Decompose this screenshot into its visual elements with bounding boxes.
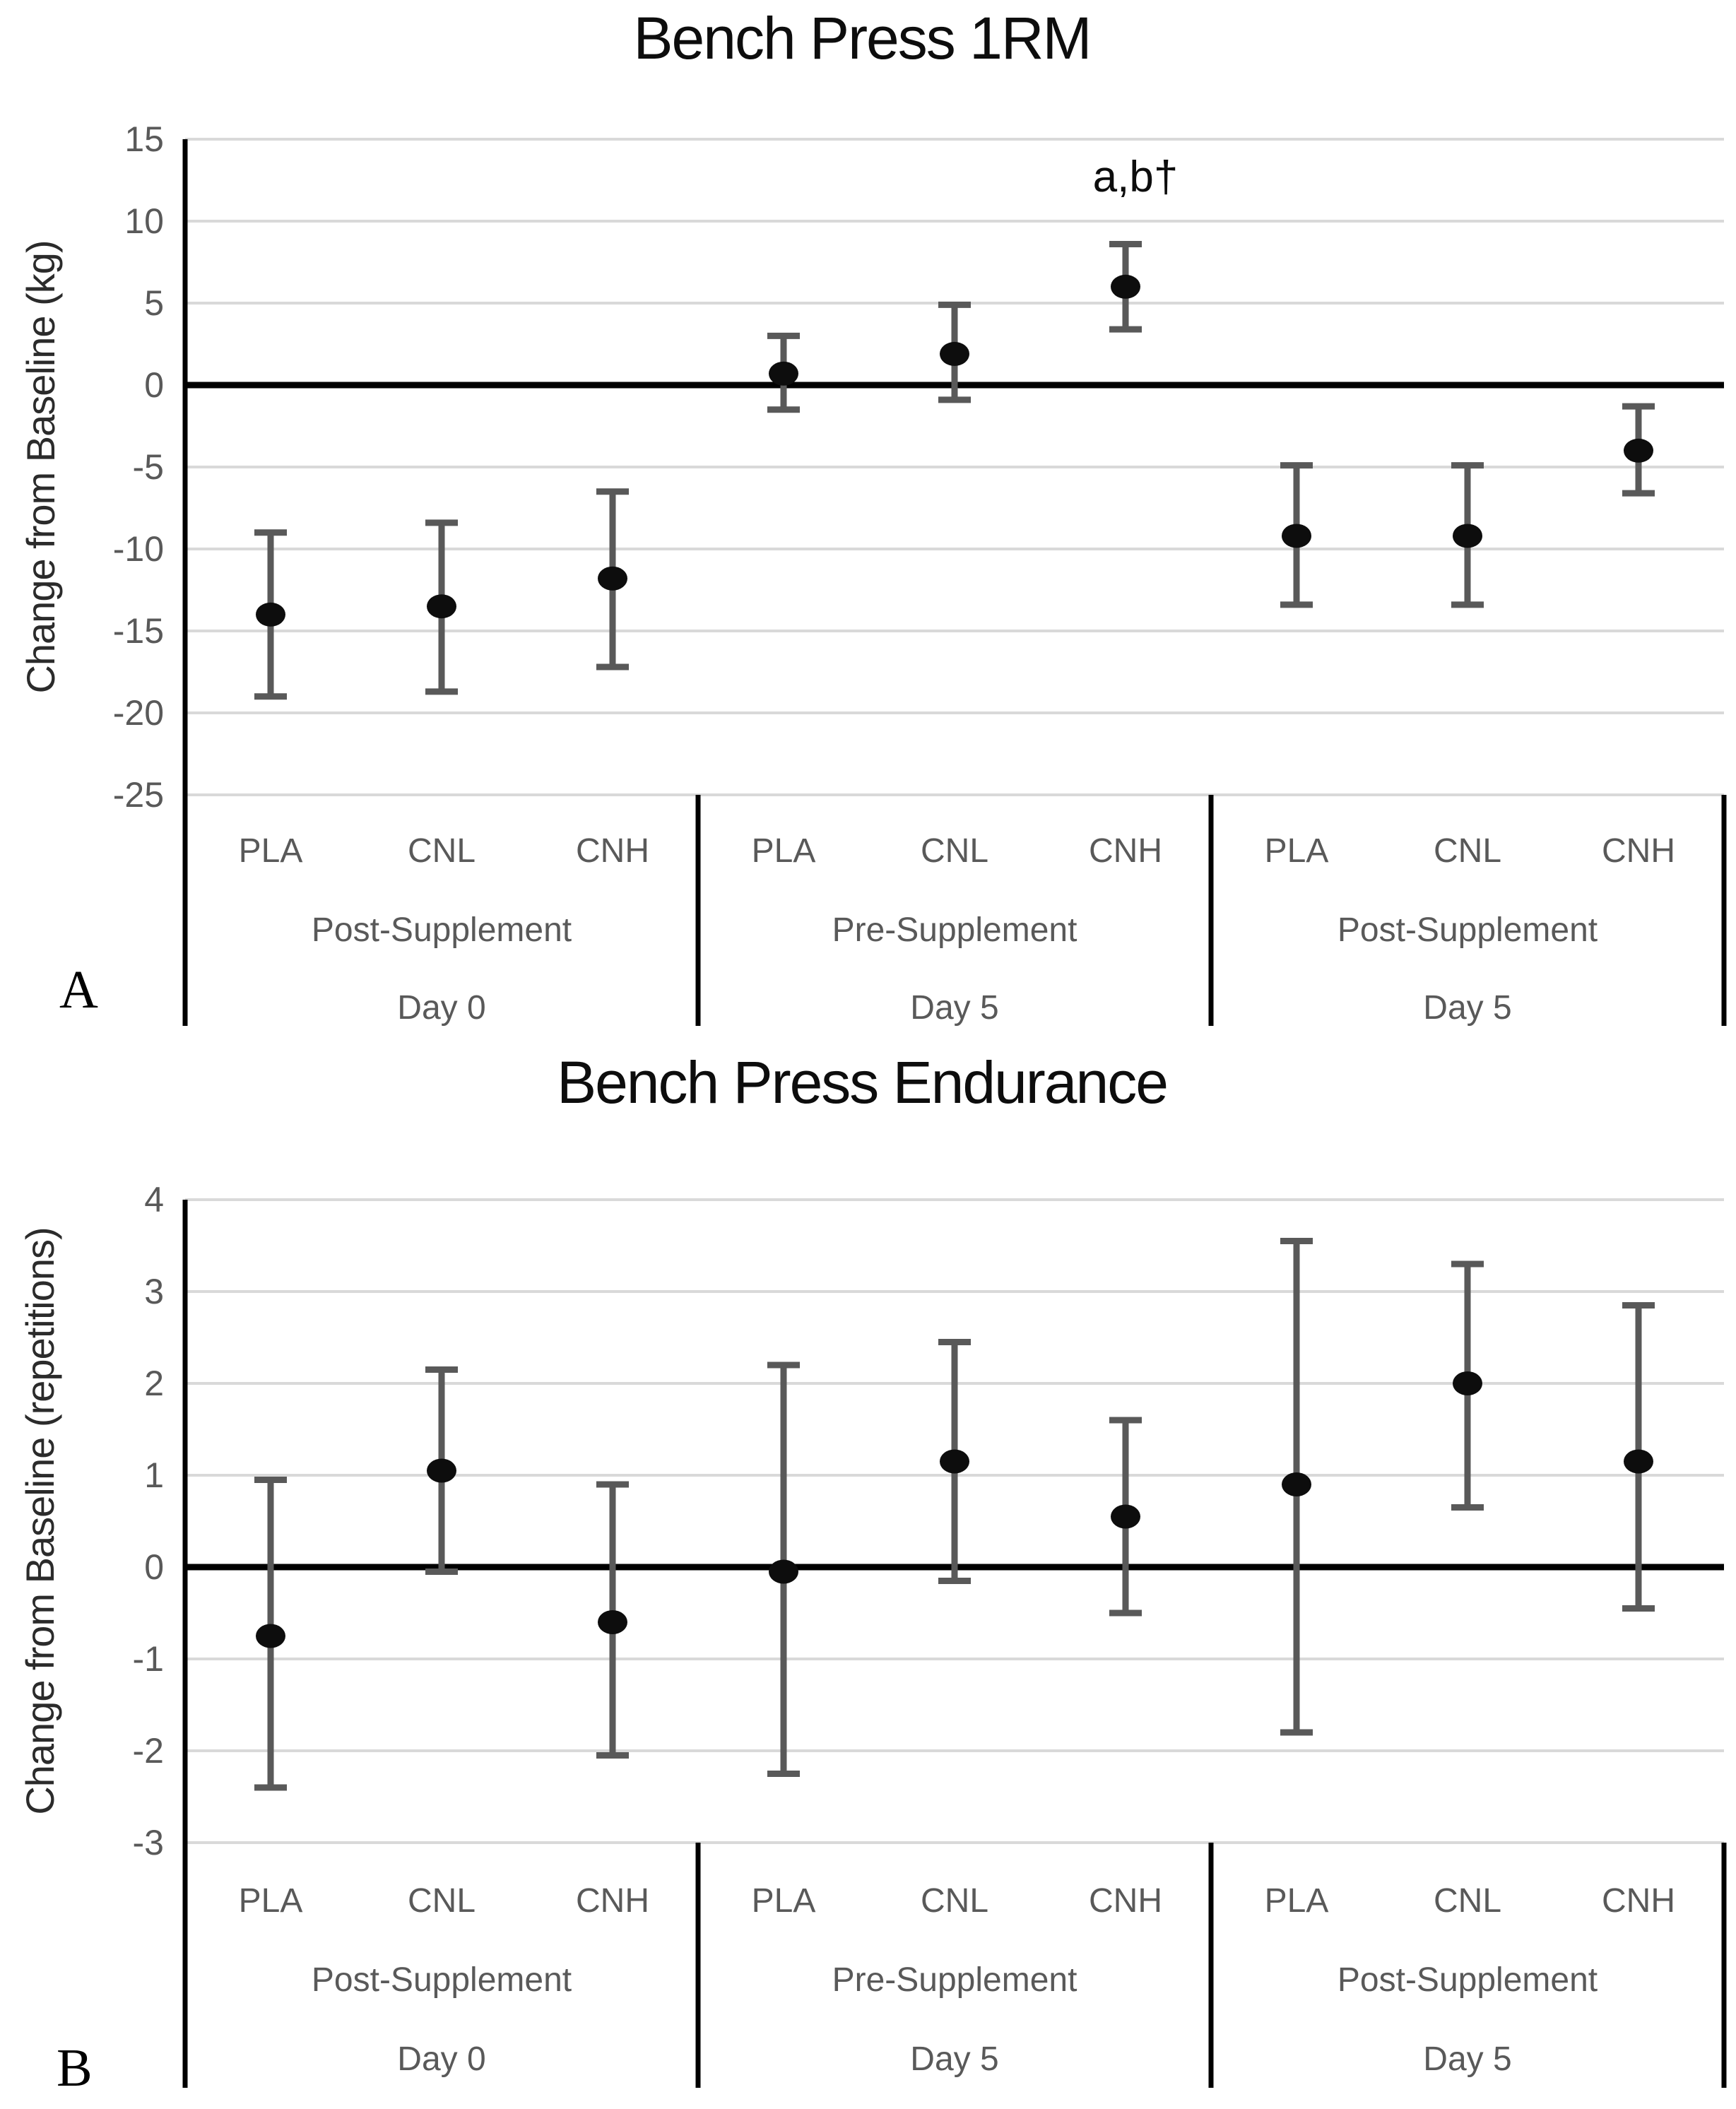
category-label: CNH [576,832,649,870]
data-point-marker [940,1449,969,1474]
y-tick-label: 4 [144,1180,164,1219]
category-label: PLA [752,832,816,870]
day-group-label: Day 0 [397,2040,485,2078]
y-tick-label: 2 [144,1364,164,1403]
supplement-group-label: Post-Supplement [1338,1961,1598,1999]
category-label: CNL [921,832,988,870]
chart-a-title: Bench Press 1RM [633,5,1092,71]
y-tick-label: 0 [144,365,164,405]
day-group-label: Day 5 [910,989,998,1027]
day-group-label: Day 0 [397,989,485,1027]
y-tick-label: 5 [144,283,164,323]
data-point-marker [256,1624,285,1648]
category-label: CNL [921,1882,988,1920]
data-point-marker [940,341,969,366]
category-label: CNH [1602,832,1675,870]
data-point-marker [769,1559,798,1584]
y-tick-label: -25 [113,775,164,815]
data-point-marker [427,594,456,619]
supplement-group-label: Post-Supplement [312,1961,572,1999]
y-tick-label: -1 [133,1639,164,1679]
category-label: PLA [1265,832,1329,870]
y-tick-label: 3 [144,1272,164,1311]
data-point-marker [256,602,285,627]
data-point-marker [1624,438,1653,463]
supplement-group-label: Post-Supplement [312,911,572,949]
panel-label-b: B [57,2038,93,2098]
category-label: CNH [1089,832,1162,870]
chart-bench-press-1rm: 15 10 5 0 -5 -10 -15 -20 -25 PLA CNL CNH PLA CNL CNH PL… [113,119,1727,1027]
panel-label-a: A [59,960,98,1020]
data-point-marker [1282,524,1311,548]
day-group-label: Day 5 [910,2040,998,2078]
category-label: CNL [408,1882,476,1920]
y-tick-label: -15 [113,611,164,651]
y-tick-label: -5 [133,447,164,487]
data-point-marker [598,566,627,591]
data-point-marker [769,361,798,386]
significance-annotation: a,b† [1093,153,1179,201]
day-group-label: Day 5 [1423,989,1511,1027]
data-point-marker [1453,1371,1482,1395]
category-label: CNH [1602,1882,1675,1920]
supplement-group-label: Pre-Supplement [832,1961,1077,1999]
y-tick-label: -3 [133,1823,164,1862]
y-tick-label: 10 [124,201,164,241]
day-group-label: Day 5 [1423,2040,1511,2078]
category-label: CNL [1434,832,1501,870]
y-tick-label: 0 [144,1547,164,1587]
supplement-group-label: Pre-Supplement [832,911,1077,949]
supplement-group-label: Post-Supplement [1338,911,1598,949]
y-tick-label: -10 [113,529,164,569]
category-label: PLA [239,1882,303,1920]
y-tick-label: 15 [124,119,164,159]
chart-b-title: Bench Press Endurance [557,1049,1169,1116]
y-tick-label: 1 [144,1455,164,1495]
category-label: PLA [752,1882,816,1920]
data-point-marker [1111,1504,1140,1529]
data-point-marker [1282,1472,1311,1496]
category-label: PLA [239,832,303,870]
y-tick-label: -20 [113,693,164,733]
category-label: CNL [408,832,476,870]
category-label: CNL [1434,1882,1501,1920]
data-point-marker [427,1458,456,1483]
data-point-marker [1453,524,1482,548]
data-point-marker [1624,1449,1653,1474]
category-label: CNH [576,1882,649,1920]
chart-bench-press-endurance: 4 3 2 1 0 -1 -2 -3 PLA CNL CNH PLA CNL CNH PLA CNL CNH Po… [133,1180,1727,2088]
category-label: CNH [1089,1882,1162,1920]
y-tick-label: -2 [133,1731,164,1771]
category-label: PLA [1265,1882,1329,1920]
data-point-marker [1111,274,1140,299]
data-point-marker [598,1610,627,1634]
